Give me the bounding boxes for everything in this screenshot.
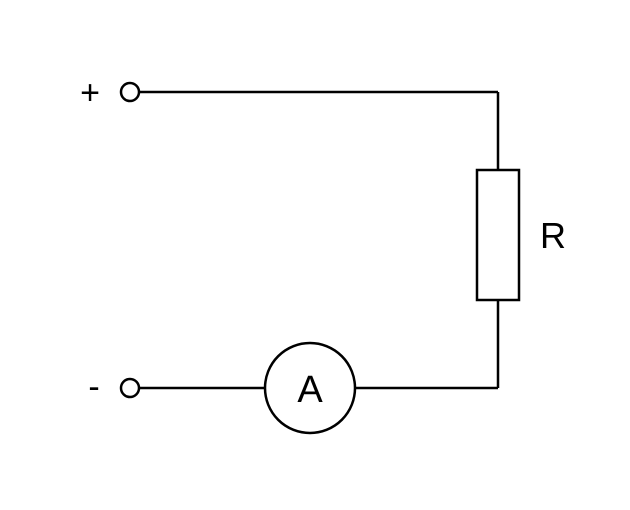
negative-terminal-node	[121, 379, 139, 397]
negative-terminal-label: -	[88, 368, 99, 406]
resistor	[477, 170, 519, 300]
circuit-diagram: A + - R	[0, 0, 630, 510]
positive-terminal-node	[121, 83, 139, 101]
ammeter-label: A	[297, 369, 323, 411]
positive-terminal-label: +	[80, 74, 100, 112]
resistor-label: R	[540, 215, 566, 256]
